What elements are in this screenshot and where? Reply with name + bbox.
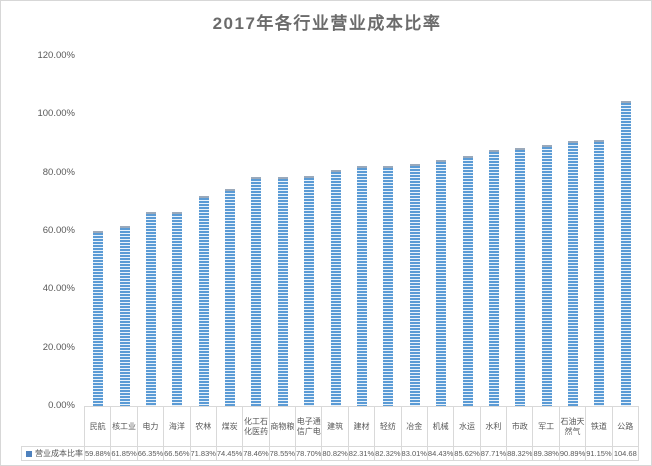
value-cell: 84.43% bbox=[427, 446, 455, 461]
category-header-cell: 水运 bbox=[454, 406, 481, 446]
value-cell: 66.56% bbox=[164, 446, 191, 461]
data-table: 营业成本比率 民航 核工业 电力 海洋 农林 煤炭 化工石化医药 商物粮 电子通信广电 建筑 建材轻… bbox=[21, 406, 639, 461]
bar bbox=[172, 212, 183, 406]
chart-title: 2017年各行业营业成本比率 bbox=[212, 14, 442, 33]
value-cell: 89.38% bbox=[533, 446, 560, 461]
value-cell: 88.32% bbox=[507, 446, 534, 461]
value-cell: 82.31% bbox=[348, 446, 376, 461]
category-header-cell: 市政 bbox=[507, 406, 534, 446]
bar bbox=[462, 156, 473, 406]
value-cell: 90.89% bbox=[559, 446, 587, 461]
value-cell: 82.32% bbox=[375, 446, 402, 461]
y-axis-tick-label: 120.00% bbox=[37, 50, 75, 61]
category-header-cell: 商物粮 bbox=[269, 406, 297, 446]
value-cell: 87.71% bbox=[480, 446, 508, 461]
y-axis-tick-label: 40.00% bbox=[42, 283, 75, 295]
value-cell: 74.45% bbox=[216, 446, 244, 461]
bar bbox=[594, 140, 605, 406]
y-axis-tick-label: 20.00% bbox=[42, 341, 75, 353]
bar bbox=[330, 170, 341, 406]
bar bbox=[357, 166, 367, 406]
value-cell: 91.15% bbox=[586, 446, 613, 461]
category-header-cell: 水利 bbox=[480, 406, 508, 446]
y-axis-tick-label: 100.00% bbox=[37, 108, 75, 120]
bar bbox=[515, 148, 526, 406]
value-cell: 83.01% bbox=[401, 446, 428, 461]
bar bbox=[436, 160, 447, 406]
value-cell: 66.35% bbox=[137, 446, 165, 461]
value-cell: 78.55% bbox=[269, 446, 297, 461]
category-header-cell: 电子通信广电 bbox=[296, 406, 323, 446]
value-cell: 59.88% bbox=[85, 446, 112, 461]
category-header-cell: 电力 bbox=[137, 406, 165, 446]
value-cell: 71.83% bbox=[190, 446, 217, 461]
bar bbox=[541, 145, 552, 406]
category-header-cell: 石油天然气 bbox=[559, 406, 587, 446]
bar bbox=[198, 196, 209, 406]
legend-label: 营业成本比率 bbox=[35, 449, 83, 458]
value-cell: 61.85% bbox=[111, 446, 138, 461]
category-header-cell: 公路 bbox=[612, 406, 639, 446]
y-axis-tick-label: 80.00% bbox=[42, 166, 75, 178]
value-cell: 104.68 bbox=[612, 446, 639, 461]
bar bbox=[488, 150, 499, 406]
bar bbox=[277, 177, 288, 406]
value-cell: 78.46% bbox=[243, 446, 270, 461]
category-header-cell: 民航 bbox=[85, 406, 112, 446]
value-cell: 85.62% bbox=[454, 446, 481, 461]
table-corner-spacer bbox=[21, 406, 85, 446]
legend-marker-icon bbox=[26, 450, 32, 457]
value-cell: 80.82% bbox=[322, 446, 349, 461]
bar bbox=[383, 166, 394, 406]
category-header-cell: 煤炭 bbox=[216, 406, 244, 446]
bar bbox=[119, 226, 130, 406]
y-axis-tick-label: 60.00% bbox=[42, 225, 75, 236]
category-header-cell: 农林 bbox=[190, 406, 217, 446]
category-header-cell: 核工业 bbox=[111, 406, 138, 446]
plot-area bbox=[85, 56, 639, 406]
bar bbox=[93, 231, 104, 406]
category-header-cell: 建筑 bbox=[322, 406, 349, 446]
legend-cell: 营业成本比率 bbox=[21, 446, 85, 461]
bar bbox=[568, 141, 579, 406]
category-header-cell: 化工石化医药 bbox=[243, 406, 270, 446]
category-header-cell: 铁道 bbox=[586, 406, 613, 446]
bar bbox=[225, 189, 236, 406]
category-header-cell: 军工 bbox=[533, 406, 560, 446]
y-axis-tick-label: 0.00% bbox=[48, 400, 75, 411]
bar bbox=[620, 101, 631, 406]
category-header-cell: 建材 bbox=[348, 406, 376, 446]
category-header-cell: 海洋 bbox=[164, 406, 191, 446]
category-header-cell: 机械 bbox=[427, 406, 455, 446]
category-header-cell: 轻纺 bbox=[375, 406, 402, 446]
bar bbox=[304, 176, 315, 406]
bar bbox=[251, 177, 262, 406]
category-header-cell: 冶金 bbox=[401, 406, 428, 446]
bar bbox=[409, 164, 420, 406]
value-cell: 78.70% bbox=[296, 446, 323, 461]
bar bbox=[145, 212, 156, 406]
